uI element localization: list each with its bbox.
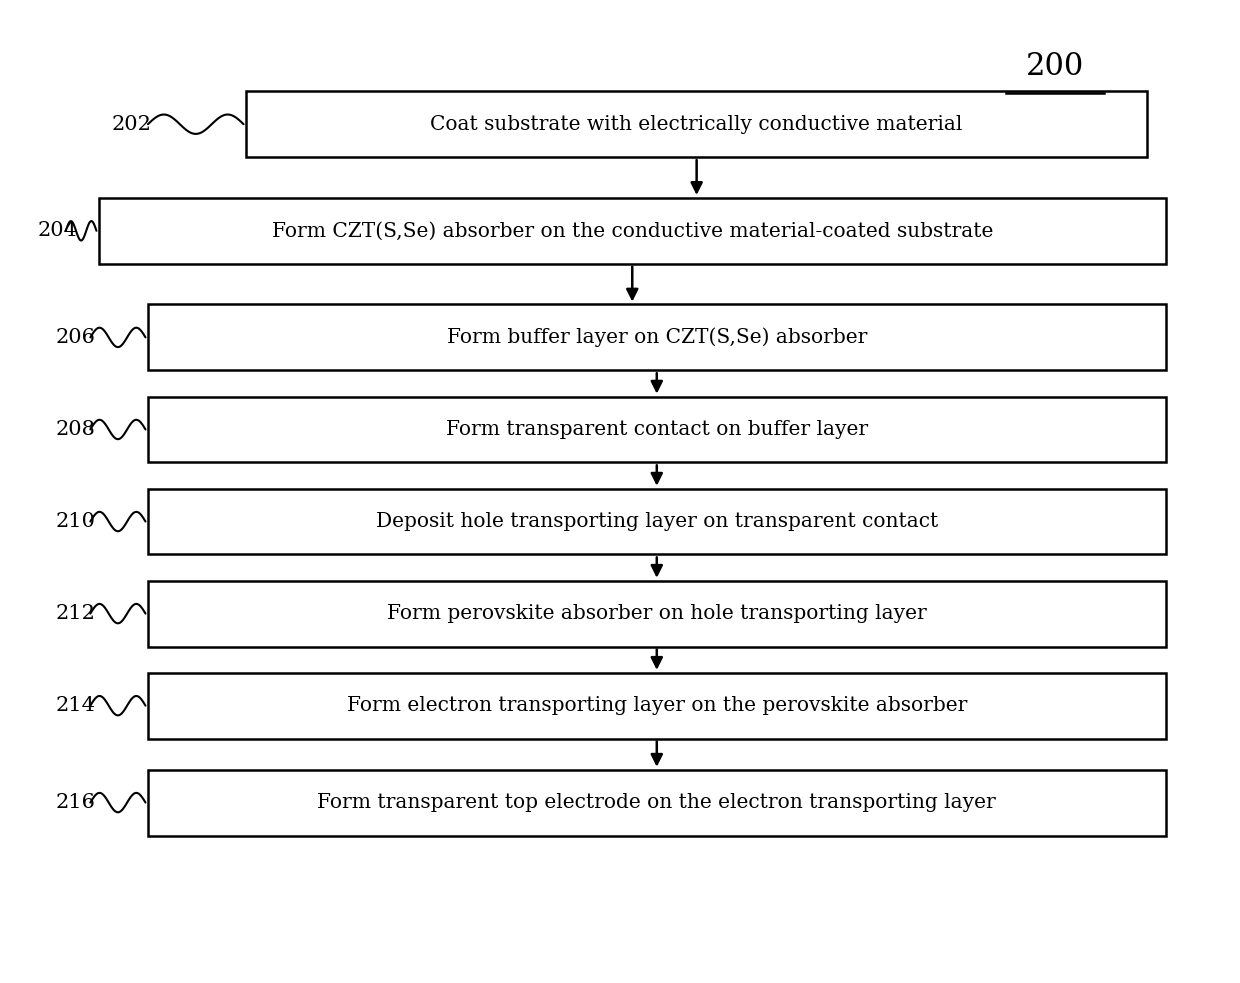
- Text: Form buffer layer on CZT(S,Se) absorber: Form buffer layer on CZT(S,Se) absorber: [446, 327, 867, 347]
- FancyBboxPatch shape: [148, 770, 1166, 836]
- FancyBboxPatch shape: [99, 198, 1166, 263]
- Text: 200: 200: [1027, 50, 1085, 82]
- FancyBboxPatch shape: [148, 672, 1166, 738]
- FancyBboxPatch shape: [148, 581, 1166, 647]
- Text: Form transparent top electrode on the electron transporting layer: Form transparent top electrode on the el…: [317, 793, 996, 812]
- Text: Form electron transporting layer on the perovskite absorber: Form electron transporting layer on the …: [347, 696, 967, 716]
- Text: Form CZT(S,Se) absorber on the conductive material-coated substrate: Form CZT(S,Se) absorber on the conductiv…: [272, 221, 993, 240]
- Text: 206: 206: [56, 328, 95, 347]
- Text: Coat substrate with electrically conductive material: Coat substrate with electrically conduct…: [430, 115, 962, 134]
- Text: Form perovskite absorber on hole transporting layer: Form perovskite absorber on hole transpo…: [387, 605, 926, 623]
- Text: 212: 212: [56, 605, 95, 623]
- FancyBboxPatch shape: [246, 91, 1147, 157]
- Text: 202: 202: [112, 115, 151, 134]
- FancyBboxPatch shape: [148, 489, 1166, 554]
- Text: 210: 210: [56, 512, 95, 531]
- Text: 208: 208: [56, 420, 95, 439]
- FancyBboxPatch shape: [148, 305, 1166, 371]
- Text: 216: 216: [56, 793, 95, 812]
- Text: 214: 214: [56, 696, 95, 716]
- FancyBboxPatch shape: [148, 396, 1166, 462]
- Text: Deposit hole transporting layer on transparent contact: Deposit hole transporting layer on trans…: [376, 512, 937, 531]
- Text: Form transparent contact on buffer layer: Form transparent contact on buffer layer: [445, 420, 868, 439]
- Text: 204: 204: [37, 221, 77, 240]
